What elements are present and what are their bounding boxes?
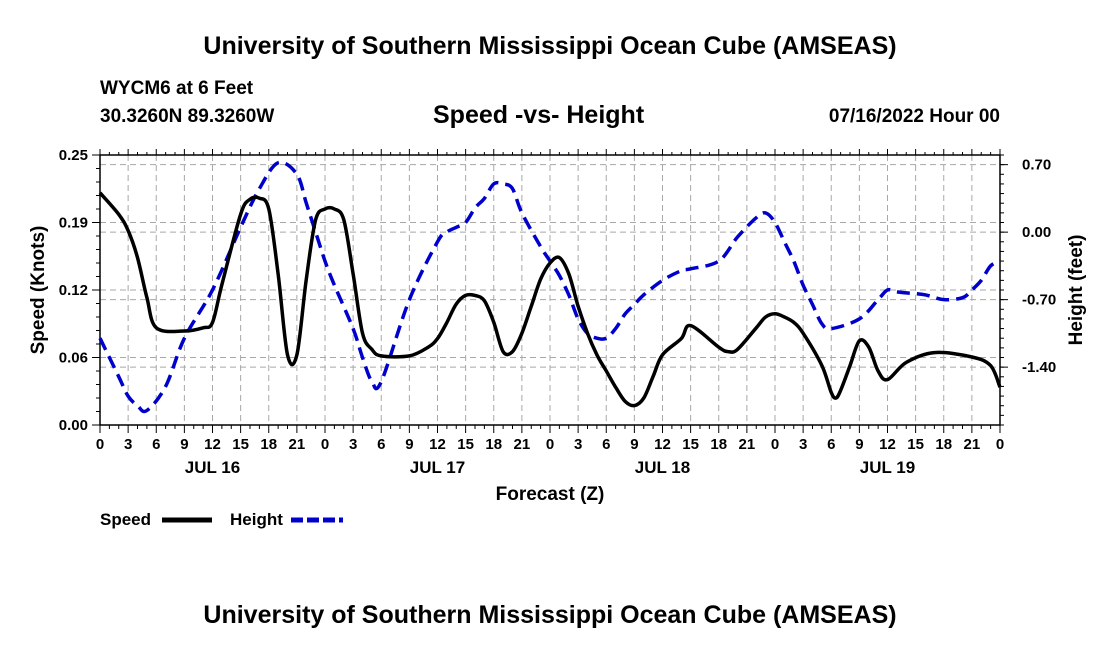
x-tick-label: 18	[935, 436, 952, 453]
axis-ticks	[92, 149, 1008, 433]
y-tick-label: 0.00	[59, 417, 88, 434]
x-tick-label: 3	[574, 436, 582, 453]
x-tick-label: 3	[349, 436, 357, 453]
x-tick-label: 12	[429, 436, 446, 453]
x-tick-label: 12	[654, 436, 671, 453]
x-tick-label: 15	[682, 436, 699, 453]
height-series-line	[98, 160, 1001, 414]
x-tick-label: 6	[827, 436, 835, 453]
y-axis-title-left: Speed (Knots)	[28, 226, 49, 355]
x-tick-label: 15	[232, 436, 249, 453]
legend-speed-label: Speed	[100, 510, 151, 529]
day-label: JUL 16	[185, 458, 240, 477]
x-tick-label: 3	[124, 436, 132, 453]
x-axis-title: Forecast (Z)	[496, 484, 605, 505]
x-tick-label: 9	[630, 436, 638, 453]
y-tick-label: 0.25	[59, 147, 88, 164]
x-tick-label: 12	[879, 436, 896, 453]
chart-bottom-title: University of Southern Mississippi Ocean…	[203, 601, 897, 629]
chart-subtitle: Speed -vs- Height	[433, 101, 645, 129]
x-tick-label: 18	[260, 436, 277, 453]
x-tick-label: 21	[964, 436, 981, 453]
x-tick-label: 0	[96, 436, 104, 453]
x-tick-label: 9	[405, 436, 413, 453]
axis-tick-labels: 0 3 6 9 12 15 18 21 0 3 6 9 12 15 18 21 0 3 6 9 12 15 18 21 0 3 6 9…	[59, 147, 1056, 477]
station-label: WYCM6 at 6 Feet	[100, 78, 254, 99]
y2-tick-label: 0.00	[1022, 224, 1051, 241]
legend-height-label: Height	[230, 510, 283, 529]
x-tick-label: 3	[799, 436, 807, 453]
x-tick-label: 0	[771, 436, 779, 453]
y2-tick-label: -1.40	[1022, 359, 1056, 376]
x-tick-label: 6	[602, 436, 610, 453]
chart-top-title: University of Southern Mississippi Ocean…	[203, 32, 897, 60]
speed-series-line	[98, 191, 1002, 408]
x-tick-label: 0	[546, 436, 554, 453]
y-axis-title-right: Height (feet)	[1066, 235, 1087, 346]
y2-tick-label: -0.70	[1022, 292, 1056, 309]
station-coordinates: 30.3260N 89.3260W	[100, 106, 275, 127]
x-tick-label: 12	[204, 436, 221, 453]
x-tick-label: 9	[855, 436, 863, 453]
x-tick-label: 0	[321, 436, 329, 453]
x-tick-label: 0	[996, 436, 1004, 453]
x-tick-label: 6	[377, 436, 385, 453]
y-tick-label: 0.06	[59, 350, 88, 367]
y2-tick-label: 0.70	[1022, 157, 1051, 174]
x-tick-label: 15	[457, 436, 474, 453]
x-tick-label: 18	[710, 436, 727, 453]
x-tick-label: 21	[514, 436, 531, 453]
day-label: JUL 18	[635, 458, 690, 477]
x-tick-label: 18	[485, 436, 502, 453]
y-tick-label: 0.19	[59, 215, 88, 232]
legend: Speed Height	[100, 510, 343, 529]
day-label: JUL 19	[860, 458, 915, 477]
y-tick-label: 0.12	[59, 282, 88, 299]
x-tick-label: 9	[180, 436, 188, 453]
grid-lines	[100, 155, 1000, 425]
x-tick-label: 21	[289, 436, 306, 453]
x-tick-label: 15	[907, 436, 924, 453]
day-label: JUL 17	[410, 458, 465, 477]
x-tick-label: 21	[739, 436, 756, 453]
forecast-date: 07/16/2022 Hour 00	[828, 106, 1000, 127]
x-tick-label: 6	[152, 436, 160, 453]
